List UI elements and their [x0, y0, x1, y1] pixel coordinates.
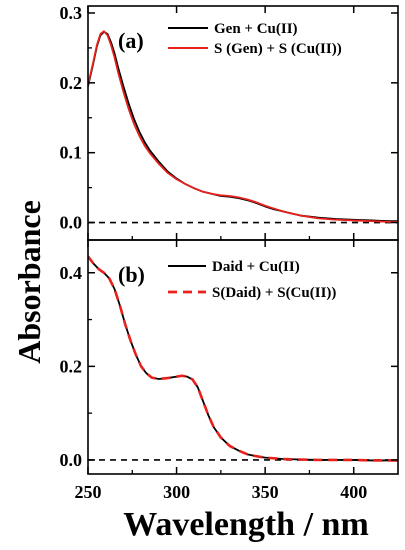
panel-a: 0.0 0.1 0.2 0.3 (a) Gen + Cu(II) S (Gen) + S (…: [60, 3, 399, 241]
y-tick-label: 0.3: [60, 3, 83, 23]
y-axis-title: Absorbance: [11, 200, 47, 364]
x-axis-title: Wavelength / nm: [123, 506, 369, 543]
x-tick-label: 300: [163, 482, 190, 502]
legend-label: Daid + Cu(II): [212, 259, 300, 275]
y-tick-label: 0.4: [60, 263, 83, 283]
x-tick-label: 400: [340, 482, 367, 502]
panel-b: 250 300 350 400 0.0 0.2 0.4 (b) Daid + Cu(II) S(D…: [60, 239, 399, 502]
legend-label: Gen + Cu(II): [214, 21, 298, 37]
y-tick-label: 0.0: [60, 213, 83, 233]
x-tick-label: 250: [75, 482, 102, 502]
panel-label: (a): [118, 28, 144, 53]
legend-label: S(Daid) + S(Cu(II)): [212, 285, 336, 301]
plot-frame: [87, 239, 399, 475]
legend-label: S (Gen) + S (Cu(II)): [214, 41, 342, 57]
y-tick-label: 0.2: [60, 73, 83, 93]
y-tick-label: 0.1: [60, 143, 83, 163]
series-line-2: [88, 255, 398, 462]
panel-label: (b): [118, 262, 145, 287]
y-tick-label: 0.0: [60, 450, 83, 470]
y-tick-label: 0.2: [60, 356, 83, 376]
series-line-2: [88, 30, 398, 223]
x-tick-label: 350: [252, 482, 279, 502]
